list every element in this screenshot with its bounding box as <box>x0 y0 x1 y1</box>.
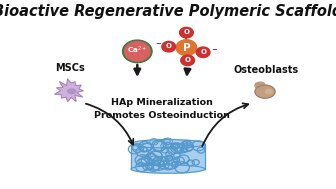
Text: Promotes Osteoinduction: Promotes Osteoinduction <box>94 111 230 120</box>
Text: MSCs: MSCs <box>55 63 85 73</box>
Circle shape <box>179 27 193 38</box>
Circle shape <box>181 55 195 66</box>
Circle shape <box>162 41 176 52</box>
Text: Ca$^{2+}$: Ca$^{2+}$ <box>127 45 148 56</box>
Text: O: O <box>200 49 206 55</box>
Circle shape <box>123 40 152 63</box>
Text: −: − <box>155 41 161 47</box>
Circle shape <box>176 40 197 56</box>
Text: Osteoblasts: Osteoblasts <box>234 65 299 75</box>
Ellipse shape <box>255 85 275 98</box>
Ellipse shape <box>131 165 205 173</box>
Text: Bioactive Regenerative Polymeric Scaffold: Bioactive Regenerative Polymeric Scaffol… <box>0 4 336 19</box>
FancyArrowPatch shape <box>202 103 248 146</box>
Text: HAp Mineralization: HAp Mineralization <box>111 98 213 107</box>
FancyArrowPatch shape <box>86 104 133 145</box>
Ellipse shape <box>131 140 205 148</box>
Ellipse shape <box>255 82 265 89</box>
Text: P: P <box>182 43 190 53</box>
Ellipse shape <box>265 90 272 94</box>
Text: O: O <box>166 43 172 49</box>
Text: O: O <box>183 29 190 35</box>
Ellipse shape <box>68 89 76 94</box>
Text: O: O <box>185 57 191 63</box>
Circle shape <box>125 42 150 61</box>
Text: −: − <box>211 47 217 53</box>
Circle shape <box>196 47 210 57</box>
Polygon shape <box>54 79 83 102</box>
